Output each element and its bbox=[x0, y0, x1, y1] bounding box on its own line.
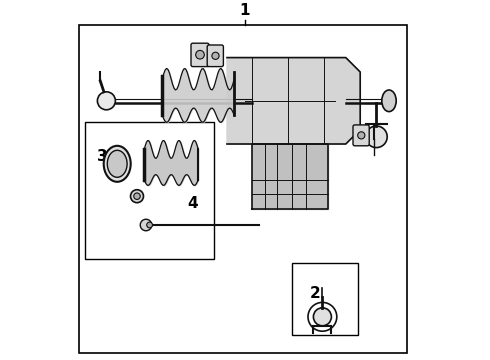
Text: 4: 4 bbox=[188, 196, 198, 211]
FancyBboxPatch shape bbox=[353, 125, 369, 146]
FancyBboxPatch shape bbox=[191, 43, 209, 67]
Polygon shape bbox=[252, 144, 328, 209]
Circle shape bbox=[134, 193, 140, 199]
Circle shape bbox=[140, 219, 152, 231]
Circle shape bbox=[147, 222, 152, 228]
Circle shape bbox=[212, 52, 219, 59]
Ellipse shape bbox=[382, 90, 396, 112]
Bar bbox=[292, 263, 358, 335]
Circle shape bbox=[130, 190, 144, 203]
Circle shape bbox=[314, 308, 331, 326]
Text: 2: 2 bbox=[310, 286, 320, 301]
Ellipse shape bbox=[104, 146, 131, 182]
Text: 3: 3 bbox=[98, 149, 108, 164]
Circle shape bbox=[358, 132, 365, 139]
Circle shape bbox=[366, 126, 387, 148]
Circle shape bbox=[98, 92, 116, 110]
Text: 1: 1 bbox=[240, 3, 250, 18]
FancyBboxPatch shape bbox=[207, 45, 223, 67]
Bar bbox=[85, 122, 215, 259]
Polygon shape bbox=[227, 58, 360, 144]
Circle shape bbox=[196, 50, 204, 59]
Ellipse shape bbox=[107, 150, 127, 177]
